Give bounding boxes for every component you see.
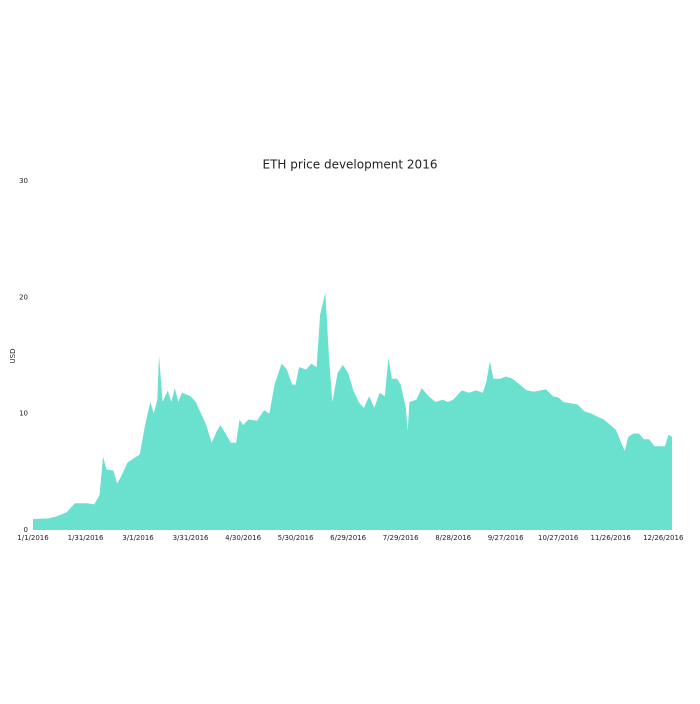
x-tick-label: 1/31/2016 <box>68 534 104 542</box>
x-tick-label: 3/31/2016 <box>173 534 209 542</box>
x-tick-label: 4/30/2016 <box>225 534 261 542</box>
x-tick-label: 10/27/2016 <box>538 534 579 542</box>
x-tick-label: 7/29/2016 <box>383 534 419 542</box>
y-axis-label: USD <box>9 349 17 364</box>
y-tick-label: 20 <box>19 293 28 301</box>
x-tick-label: 3/1/2016 <box>122 534 154 542</box>
x-tick-label: 11/26/2016 <box>591 534 632 542</box>
chart-title: ETH price development 2016 <box>263 158 438 172</box>
y-tick-label: 30 <box>19 177 28 185</box>
y-tick-label: 0 <box>24 526 28 534</box>
x-tick-label: 6/29/2016 <box>330 534 366 542</box>
x-tick-label: 9/27/2016 <box>488 534 524 542</box>
price-area <box>33 292 672 530</box>
x-tick-label: 1/1/2016 <box>17 534 49 542</box>
x-tick-label: 8/28/2016 <box>435 534 471 542</box>
x-tick-label: 5/30/2016 <box>278 534 314 542</box>
y-tick-label: 10 <box>19 410 28 418</box>
x-tick-label: 12/26/2016 <box>643 534 684 542</box>
